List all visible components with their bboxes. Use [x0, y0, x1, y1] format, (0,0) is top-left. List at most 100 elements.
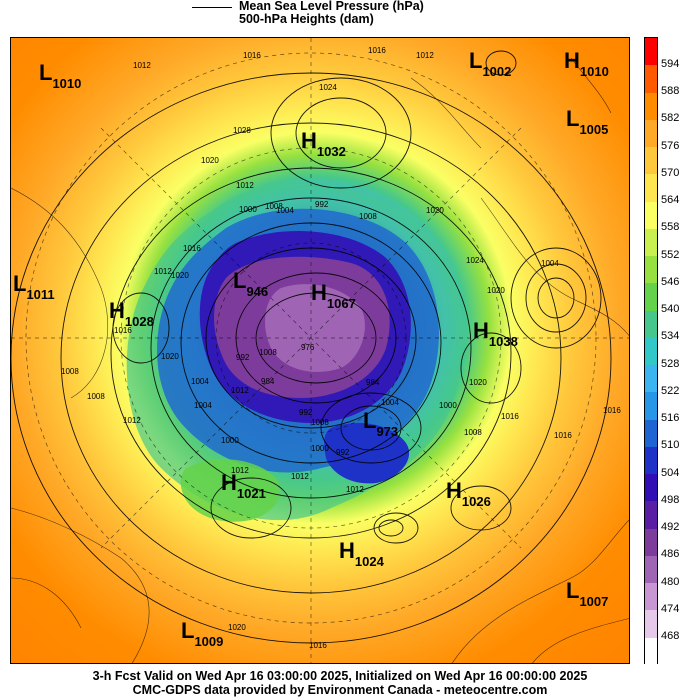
colorbar-swatch — [645, 256, 657, 284]
high-pressure-center: H1010 — [564, 48, 609, 79]
isobar-label: 1028 — [233, 126, 251, 135]
colorbar-tick-label: 522 — [661, 384, 680, 397]
colorbar-tick-label: 582 — [661, 112, 680, 125]
colorbar-swatch — [645, 65, 657, 93]
colorbar-tick-label: 558 — [661, 221, 680, 234]
isobar-label: 1004 — [276, 206, 294, 215]
green-lobe — [180, 459, 280, 522]
colorbar-tick-label: 546 — [661, 275, 680, 288]
mslp-line-sample — [192, 7, 232, 8]
isobar-label: 1012 — [154, 267, 172, 276]
isobar-label: 1020 — [161, 352, 179, 361]
trough-973 — [324, 423, 410, 484]
colorbar-swatch — [645, 119, 657, 148]
isobar-label: 1004 — [194, 401, 212, 410]
center-pressure: 1067 — [327, 296, 356, 311]
map-footer: 3-h Fcst Valid on Wed Apr 16 03:00:00 20… — [0, 669, 680, 697]
center-type: L — [363, 408, 376, 433]
colorbar-swatch — [645, 174, 657, 203]
isobar-label: 1012 — [346, 485, 364, 494]
mslp-legend-label: Mean Sea Level Pressure (hPa) — [239, 0, 424, 13]
colorbar-swatch — [645, 201, 657, 230]
isobar-label: 1016 — [309, 641, 327, 650]
center-pressure: 1010 — [580, 64, 609, 79]
isobar-label: 1008 — [61, 367, 79, 376]
center-pressure: 1028 — [125, 314, 154, 329]
low-pressure-center: L1005 — [566, 106, 608, 137]
isobar-label: 1000 — [439, 401, 457, 410]
colorbar-tick-label: 480 — [661, 575, 680, 588]
isobar-label: 1000 — [239, 205, 257, 214]
isobar-label: 1008 — [359, 212, 377, 221]
isobar-label: 1016 — [501, 412, 519, 421]
band-480 — [265, 284, 365, 372]
colorbar-tick-label: 564 — [661, 194, 680, 207]
isobar-label: 1020 — [228, 623, 246, 632]
center-type: L — [233, 268, 246, 293]
colorbar-tick-label: 510 — [661, 439, 680, 452]
center-pressure: 1024 — [355, 554, 385, 569]
isobar-label: 1024 — [319, 83, 337, 92]
low-pressure-center: L1010 — [39, 60, 81, 91]
low-pressure-center: L973 — [363, 408, 398, 439]
isobar-label: 992 — [336, 448, 350, 457]
center-type: L — [181, 618, 194, 643]
colorbar-swatch — [645, 555, 657, 584]
colorbar-tick-label: 540 — [661, 303, 680, 316]
colorbar-tick-label: 588 — [661, 85, 680, 98]
center-type: L — [566, 578, 579, 603]
low-pressure-center: L1009 — [181, 618, 223, 649]
colorbar-swatch — [645, 365, 657, 393]
center-type: H — [473, 318, 489, 343]
center-pressure: 1009 — [194, 634, 223, 649]
isobar-label: 1024 — [466, 256, 484, 265]
colorbar-tick-label: 594 — [661, 57, 680, 70]
contour-labels: 1012 1016 1016 1012 1024 1028 1020 1012 1008 1000… — [61, 46, 621, 650]
colorbar-swatch — [645, 501, 657, 530]
isobar-label: 1020 — [487, 286, 505, 295]
isobar-label: 976 — [301, 343, 315, 352]
center-pressure: 1011 — [26, 287, 54, 302]
low-pressure-center: L1002 — [469, 48, 511, 79]
colorbar-swatch — [645, 228, 657, 257]
high-pressure-center: H1067 — [311, 280, 356, 311]
center-pressure: 1010 — [52, 76, 81, 91]
isobar-label: 1020 — [469, 378, 487, 387]
colorbar-swatch — [645, 310, 657, 339]
colorbar-tick-label: 498 — [661, 493, 680, 506]
isobar-label: 1016 — [554, 431, 572, 440]
map-legend: Mean Sea Level Pressure (hPa) 500-hPa He… — [192, 0, 492, 30]
colorbar-tick-label: 570 — [661, 166, 680, 179]
height-colorbar — [644, 37, 658, 666]
isobar-label: 1020 — [426, 206, 444, 215]
isobar-label: 1020 — [201, 156, 219, 165]
high-pressure-center: H1024 — [339, 538, 385, 569]
isobar-label: 1004 — [541, 259, 559, 268]
colorbar-swatch — [645, 147, 657, 175]
center-pressure: 1032 — [317, 144, 346, 159]
high-pressure-center: H1021 — [221, 470, 266, 501]
isobar-label: 1008 — [464, 428, 482, 437]
colorbar-tick-label: 486 — [661, 548, 680, 561]
isobar-label: 992 — [236, 353, 250, 362]
colorbar-swatch — [645, 337, 657, 366]
center-type: H — [339, 538, 355, 563]
isobar-label: 1016 — [368, 46, 386, 55]
low-pressure-center: L1007 — [566, 578, 608, 609]
coastlines — [11, 57, 629, 663]
colorbar-swatch — [645, 392, 657, 421]
center-type: H — [301, 128, 317, 153]
high-pressure-center: H1028 — [109, 298, 154, 329]
isobar-label: 1016 — [183, 244, 201, 253]
isobar-label: 992 — [315, 200, 329, 209]
isobar-label: 1012 — [231, 386, 249, 395]
data-credit-text: CMC-GDPS data provided by Environment Ca… — [132, 683, 548, 697]
isobar-label: 1012 — [133, 61, 151, 70]
colorbar-tick-label: 528 — [661, 357, 680, 370]
center-pressure: 1021 — [237, 486, 266, 501]
isobar-label: 1012 — [416, 51, 434, 60]
colorbar-tick-label: 552 — [661, 248, 680, 261]
colorbar-tick-label: 516 — [661, 412, 680, 425]
colorbar-swatch — [645, 583, 657, 611]
